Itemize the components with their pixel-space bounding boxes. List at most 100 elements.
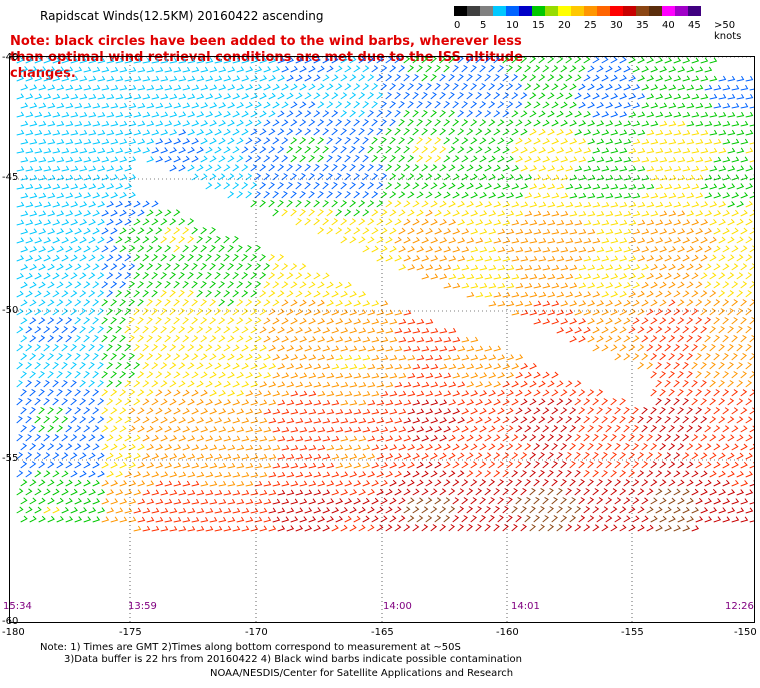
wind-barb [673,379,680,388]
wind-barb [749,156,754,163]
wind-barb [695,497,703,505]
wind-barb [457,506,465,514]
wind-barb [358,127,365,136]
wind-barb [380,444,389,451]
wind-barb [358,110,365,118]
wind-barb [551,228,560,235]
wind-barb [353,497,361,505]
wind-barb [736,147,745,154]
wind-barb [448,381,457,388]
wind-barb [731,352,738,361]
wind-barb [191,137,199,145]
wind-barb [515,300,524,307]
wind-barb [142,93,151,100]
wind-barb [268,489,277,496]
wind-barb [497,246,506,253]
wind-barb [457,73,464,82]
wind-barb [259,435,268,442]
wind-barb [61,272,69,280]
wind-barb [542,83,550,91]
wind-barb [335,444,344,451]
wind-barb [677,388,684,397]
wind-barb [538,487,545,496]
wind-barb [223,235,230,244]
wind-barb [326,83,334,91]
wind-barb [236,317,244,325]
wind-barb [740,281,748,289]
wind-barb [245,173,253,181]
wind-barb [232,290,240,298]
wind-barb [502,92,510,100]
wind-barb [142,434,150,442]
wind-barb [344,65,352,73]
wind-barb [124,165,133,172]
wind-barb [407,100,414,109]
wind-barb [227,462,236,469]
wind-barb [583,129,592,136]
wind-barb [727,507,736,514]
wind-barb [362,173,369,181]
wind-barb [173,425,181,433]
wind-barb [457,381,466,388]
wind-barb [533,514,540,523]
wind-barb [232,344,240,352]
wind-barb [479,425,487,433]
wind-barb [187,218,195,226]
wind-barb [290,65,298,73]
wind-barb [308,83,316,91]
wind-barb [272,83,280,91]
wind-barb [227,244,234,253]
wind-barb [673,272,681,280]
wind-barb [556,327,565,334]
wind-barb [101,138,110,145]
wind-barb [722,443,730,451]
wind-barb [749,174,754,181]
wind-barb [133,325,140,334]
wind-barb [425,155,433,163]
wind-barb [727,183,736,190]
wind-barb [461,210,470,217]
wind-barb [497,65,504,73]
wind-barb [241,308,249,316]
wind-barb [659,317,667,325]
wind-barb [385,453,394,460]
wind-barb [268,290,276,298]
wind-barb [349,145,356,154]
wind-barb [196,453,205,460]
wind-barb [272,317,280,325]
wind-barb [277,290,285,298]
wind-barb [376,218,384,226]
wind-barb [538,452,545,460]
wind-barb [290,263,298,271]
wind-barb [682,434,690,442]
wind-barb [718,165,727,172]
wind-barb [79,147,88,154]
wind-barb [92,425,100,433]
wind-barb [169,471,178,478]
wind-barb [317,480,326,487]
wind-barb [565,183,574,190]
wind-barb [52,201,61,208]
wind-barb [578,156,587,163]
wind-barb [605,138,614,145]
wind-barb [218,426,227,433]
wind-barb [277,381,286,388]
wind-barb [245,281,253,289]
wind-barb [376,254,384,262]
wind-barb [191,317,199,325]
wind-barb [682,397,689,406]
wind-barb [722,245,730,253]
wind-barb [398,354,407,361]
wind-barb [502,110,510,118]
wind-barb [677,174,686,181]
wind-barb [349,489,358,496]
wind-barb [371,479,379,487]
wind-barb [727,93,736,100]
wind-barb [137,138,146,145]
wind-barb [511,57,518,64]
wind-barb [160,236,168,244]
wind-barb [362,101,370,109]
wind-barb [722,389,730,397]
wind-barb [403,309,412,316]
wind-barb [394,506,402,514]
